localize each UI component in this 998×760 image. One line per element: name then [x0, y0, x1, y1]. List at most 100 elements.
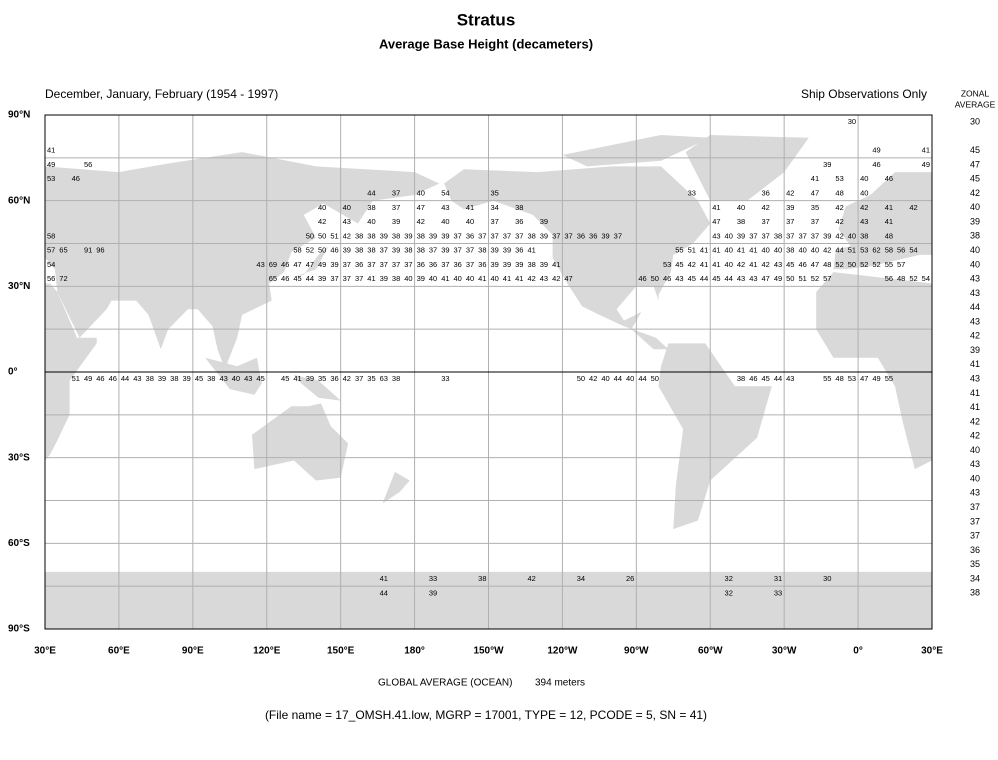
cell-value: 39: [318, 274, 326, 283]
cell-value: 43: [737, 274, 745, 283]
cell-value: 56: [84, 160, 92, 169]
cell-value: 45: [293, 274, 301, 283]
cell-value: 39: [737, 231, 745, 240]
cell-value: 37: [762, 217, 770, 226]
cell-value: 39: [441, 231, 449, 240]
lon-label: 120°W: [547, 646, 578, 657]
cell-value: 41: [380, 574, 388, 583]
cell-value: 41: [466, 203, 474, 212]
cell-value: 46: [72, 174, 80, 183]
cell-value: 36: [589, 231, 597, 240]
cell-value: 39: [429, 588, 437, 597]
cell-value: 50: [786, 274, 794, 283]
cell-value: 37: [466, 260, 474, 269]
cell-value: 49: [872, 146, 880, 155]
cell-value: 43: [774, 260, 782, 269]
cell-value: 39: [158, 374, 166, 383]
cell-value: 42: [589, 374, 597, 383]
zonal-value: 43: [970, 459, 980, 469]
cell-value: 52: [872, 260, 880, 269]
cell-value: 41: [749, 260, 757, 269]
cell-value: 39: [823, 160, 831, 169]
land-mass: [205, 357, 262, 395]
cell-value: 37: [454, 246, 462, 255]
zonal-value: 43: [970, 288, 980, 298]
lon-label: 90°E: [182, 646, 204, 657]
cell-value: 41: [367, 274, 375, 283]
cell-value: 57: [823, 274, 831, 283]
land-mass: [685, 135, 809, 201]
cell-value: 41: [47, 146, 55, 155]
cell-value: 54: [47, 260, 55, 269]
cell-value: 39: [330, 260, 338, 269]
cell-value: 52: [909, 274, 917, 283]
cell-value: 39: [540, 217, 548, 226]
cell-value: 44: [774, 374, 782, 383]
cell-value: 38: [355, 231, 363, 240]
cell-value: 44: [306, 274, 314, 283]
cell-value: 45: [688, 274, 696, 283]
lat-label: 30°S: [8, 452, 30, 463]
cell-value: 38: [404, 246, 412, 255]
cell-value: 42: [343, 374, 351, 383]
cell-value: 69: [269, 260, 277, 269]
cell-value: 39: [392, 246, 400, 255]
lon-label: 30°E: [921, 646, 943, 657]
cell-value: 34: [490, 203, 498, 212]
cell-value: 48: [823, 260, 831, 269]
cell-value: 37: [811, 217, 819, 226]
cell-value: 53: [663, 260, 671, 269]
cell-value: 41: [922, 146, 930, 155]
map: 30 41 49 41 49 56 39 46 49 53 46 41 53 40 46 44 37 40 54 35…: [44, 114, 933, 630]
cell-value: 40: [429, 274, 437, 283]
cell-value: 38: [392, 374, 400, 383]
cell-value: 46: [885, 174, 893, 183]
zonal-heading: ZONAL: [961, 88, 990, 98]
cell-value: 34: [577, 574, 585, 583]
zonal-value: 38: [970, 588, 980, 598]
cell-value: 35: [811, 203, 819, 212]
cell-value: 38: [860, 231, 868, 240]
zonal-value: 42: [970, 416, 980, 426]
zonal-value: 37: [970, 502, 980, 512]
cell-value: 40: [626, 374, 634, 383]
cell-value: 36: [417, 260, 425, 269]
cell-value: 37: [343, 260, 351, 269]
cell-value: 30: [848, 117, 856, 126]
lon-label: 30°E: [34, 646, 56, 657]
cell-value: 39: [515, 260, 523, 269]
cell-value: 45: [762, 374, 770, 383]
cell-value: 43: [256, 260, 264, 269]
cell-value: 39: [183, 374, 191, 383]
cell-value: 41: [700, 260, 708, 269]
cell-value: 37: [552, 231, 560, 240]
cell-value: 40: [725, 246, 733, 255]
cell-value: 43: [786, 374, 794, 383]
cell-value: 51: [72, 374, 80, 383]
cell-value: 41: [712, 260, 720, 269]
land-mass: [252, 403, 349, 481]
cell-value: 37: [466, 246, 474, 255]
zonal-heading: AVERAGE: [955, 99, 996, 109]
cell-value: 39: [786, 203, 794, 212]
axis-labels: 90°N 60°N 30°N 0° 30°S 60°S 90°S 30°E 60°E 90°E 12…: [8, 110, 943, 657]
cell-value: 39: [306, 374, 314, 383]
cell-value: 40: [601, 374, 609, 383]
lon-label: 180°: [404, 646, 425, 657]
cell-value: 38: [515, 203, 523, 212]
cell-value: 37: [786, 231, 794, 240]
cell-value: 45: [786, 260, 794, 269]
cell-value: 37: [490, 231, 498, 240]
cell-value: 39: [417, 274, 425, 283]
cell-value: 36: [429, 260, 437, 269]
cell-value: 40: [737, 203, 745, 212]
cell-value: 32: [725, 588, 733, 597]
cell-value: 41: [441, 274, 449, 283]
cell-value: 57: [47, 246, 55, 255]
cell-value: 26: [626, 574, 634, 583]
cell-value: 40: [798, 246, 806, 255]
cell-value: 39: [380, 274, 388, 283]
cell-value: 38: [417, 231, 425, 240]
cell-value: 37: [490, 217, 498, 226]
cell-value: 33: [688, 189, 696, 198]
